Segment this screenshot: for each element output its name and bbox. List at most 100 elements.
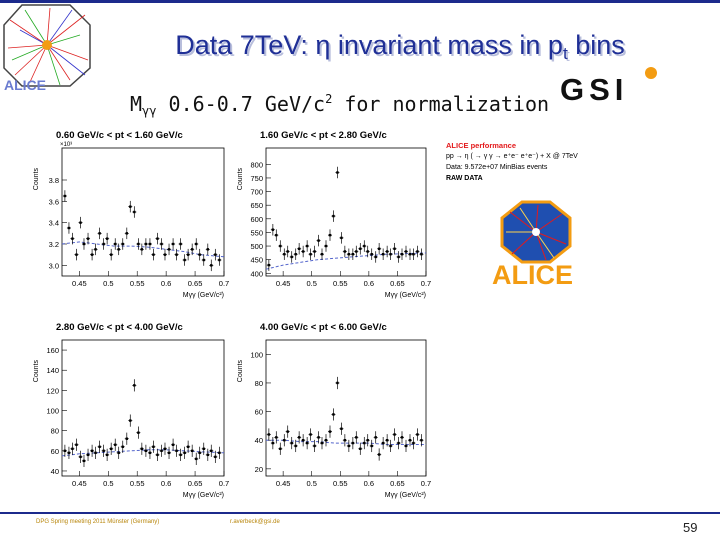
data-point — [114, 443, 117, 446]
x-tick-label: 0.45 — [72, 279, 87, 288]
legend-line-3: Data: 9.572e+07 MinBias events — [446, 164, 548, 171]
data-point — [75, 443, 78, 446]
data-point — [351, 253, 355, 256]
data-point — [98, 445, 101, 448]
x-tick-label: 0.6 — [364, 479, 374, 488]
data-point — [370, 444, 373, 448]
data-point — [160, 242, 163, 246]
logo-vertex — [42, 40, 52, 50]
data-point — [385, 250, 389, 253]
plot-panel-3: 2.80 GeV/c < pt < 4.00 GeV/c Counts 0.45 0.… — [33, 322, 229, 499]
y-tick-label: 100 — [250, 350, 263, 359]
alice-logo-vertex — [532, 228, 540, 236]
data-point — [363, 441, 366, 445]
x-tick-label: 0.6 — [161, 279, 171, 288]
panel-title: 1.60 GeV/c < pt < 2.80 GeV/c — [260, 130, 387, 141]
x-tick-label: 0.65 — [390, 279, 405, 288]
data-point — [160, 449, 163, 453]
data-point — [148, 242, 152, 246]
data-point — [171, 242, 175, 246]
data-point — [267, 263, 271, 267]
data-point — [137, 431, 140, 434]
x-tick-label: 0.7 — [421, 479, 431, 488]
data-point — [320, 441, 324, 445]
data-point — [63, 449, 67, 453]
data-point — [404, 250, 408, 253]
data-point — [416, 433, 419, 436]
y-tick-label: 600 — [250, 215, 263, 224]
data-point — [363, 244, 366, 248]
data-point — [286, 430, 289, 433]
logo-alice-text: ALICE — [4, 77, 46, 92]
data-point — [389, 253, 392, 256]
data-point — [98, 232, 101, 235]
data-point — [408, 253, 412, 256]
data-point — [381, 441, 385, 445]
data-point — [324, 439, 328, 442]
data-point — [420, 253, 423, 256]
data-point — [328, 430, 332, 433]
data-point — [129, 205, 132, 208]
data-point — [175, 449, 178, 453]
x-tick-label: 0.5 — [306, 479, 316, 488]
data-point — [179, 242, 182, 246]
page-number: 59 — [683, 520, 698, 535]
data-point — [370, 253, 373, 256]
x-tick-label: 0.5 — [103, 279, 113, 288]
plot-panel-2: 1.60 GeV/c < pt < 2.80 GeV/c Counts 0.45 0.… — [237, 130, 431, 299]
data-point — [400, 253, 404, 256]
data-point — [397, 441, 400, 445]
data-point — [320, 253, 324, 256]
data-point — [355, 250, 358, 253]
data-point — [389, 444, 392, 448]
legend-line-4: RAW DATA — [446, 175, 483, 182]
data-point — [114, 242, 117, 246]
data-point — [297, 247, 301, 250]
data-point — [167, 248, 171, 251]
plot-frame — [61, 339, 225, 477]
y-tick-label: 160 — [46, 346, 59, 355]
data-point — [79, 221, 82, 224]
data-point — [163, 447, 167, 450]
data-point — [152, 253, 155, 256]
data-point — [290, 441, 293, 445]
y-multiplier: ×10³ — [60, 142, 72, 148]
data-point — [408, 439, 412, 442]
data-point — [102, 449, 105, 453]
data-point — [385, 439, 389, 442]
data-point — [67, 226, 71, 230]
data-point — [271, 228, 275, 231]
plot-frame — [61, 147, 225, 277]
data-point — [190, 248, 194, 251]
legend-line-2: pp → η ( → γ γ → e⁺e⁻ e⁺e⁻) + X @ 7TeV — [446, 153, 578, 160]
data-point — [202, 258, 205, 262]
data-point — [301, 250, 305, 253]
x-axis-label: Mγγ (GeV/c²) — [385, 292, 426, 299]
x-axis-label: Mγγ (GeV/c²) — [183, 292, 224, 299]
bottom-border — [0, 512, 720, 514]
data-point — [121, 445, 124, 448]
data-point — [144, 449, 148, 453]
plot-panel-4: 4.00 GeV/c < pt < 6.00 GeV/c Counts 0.45 0.… — [237, 322, 431, 499]
gsi-logo: GSI — [560, 67, 657, 104]
gsi-text: GSI — [560, 72, 628, 104]
y-tick-label: 550 — [250, 228, 263, 237]
x-tick-label: 0.45 — [276, 479, 291, 488]
y-tick-label: 3.2 — [49, 240, 59, 249]
y-tick-label: 120 — [46, 386, 59, 395]
x-tick-label: 0.55 — [333, 479, 348, 488]
data-point — [377, 453, 381, 456]
data-point — [202, 447, 205, 450]
x-tick-label: 0.65 — [390, 479, 405, 488]
x-tick-label: 0.5 — [103, 479, 113, 488]
data-point — [105, 453, 109, 457]
x-tick-label: 0.7 — [219, 279, 229, 288]
data-point — [129, 419, 132, 422]
x-tick-label: 0.7 — [421, 279, 431, 288]
y-tick-label: 140 — [46, 366, 59, 375]
data-point — [82, 242, 86, 246]
data-point — [275, 436, 278, 439]
data-point — [186, 445, 190, 448]
data-point — [163, 253, 167, 256]
data-point — [359, 447, 362, 450]
